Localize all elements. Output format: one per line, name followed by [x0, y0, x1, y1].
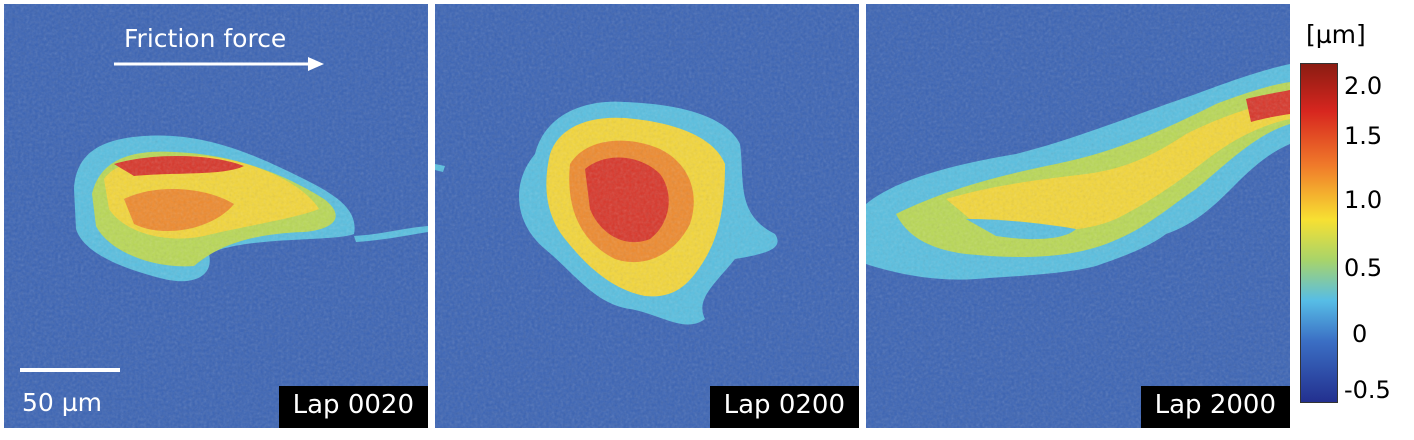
- image-panel-lap-0200: Lap 0200: [435, 4, 859, 428]
- colorbar-tick: 1.5: [1344, 122, 1383, 150]
- friction-direction-arrow-icon: [114, 57, 324, 71]
- height-map-lap-0200: [435, 4, 859, 428]
- lap-label: Lap 0020: [278, 386, 428, 428]
- colorbar-tick: 1.0: [1344, 186, 1383, 214]
- lap-label: Lap 2000: [1140, 386, 1290, 428]
- friction-force-label: Friction force: [124, 24, 287, 53]
- colorbar-tick: 0.5: [1344, 254, 1383, 282]
- colorbar-unit-label: [µm]: [1306, 20, 1366, 49]
- colorbar-tick: 0: [1352, 320, 1368, 348]
- lap-label: Lap 0200: [709, 386, 859, 428]
- colorbar: [1300, 63, 1338, 403]
- image-panel-lap-0020: Friction force 50 µm Lap 0020: [4, 4, 428, 428]
- height-map-lap-0020: [4, 4, 428, 428]
- height-map-lap-2000: [866, 4, 1290, 428]
- scale-bar-label: 50 µm: [22, 388, 103, 417]
- scale-bar: [20, 368, 120, 372]
- image-panel-lap-2000: Lap 2000: [866, 4, 1290, 428]
- colorbar-tick: 2.0: [1344, 72, 1383, 100]
- colorbar-tick: -0.5: [1344, 376, 1391, 404]
